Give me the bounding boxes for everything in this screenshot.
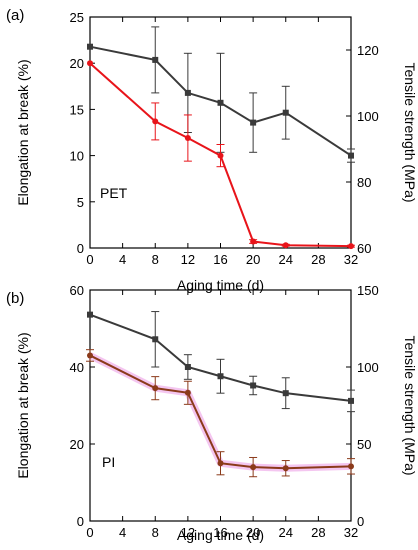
y-left-tick-label: 20: [70, 437, 84, 452]
data-point: [87, 311, 93, 318]
y-right-tick-label: 50: [357, 437, 371, 452]
data-point: [250, 238, 257, 245]
series-2: [86, 349, 355, 478]
data-point: [348, 243, 354, 250]
data-point: [282, 109, 289, 116]
x-tick-label: 32: [344, 525, 358, 540]
x-tick-label: 8: [152, 525, 159, 540]
x-tick-label: 20: [246, 525, 260, 540]
chart-panel-2: (b)0 4 8 12 16 20 24 28 320204060050100150Aging …: [6, 283, 418, 543]
y-right-tick-label: 60: [357, 241, 371, 256]
data-point: [282, 465, 289, 472]
data-point: [87, 60, 93, 67]
x-tick-label: 0: [86, 252, 93, 267]
x-tick-label: 28: [311, 525, 325, 540]
panel-label: (a): [6, 7, 24, 24]
data-point: [184, 135, 191, 142]
x-tick-label: 24: [279, 252, 293, 267]
x-tick-label: 4: [119, 525, 126, 540]
y-right-axis-title: Tensile strength (MPa): [402, 335, 418, 475]
x-tick-label: 32: [344, 252, 358, 267]
series-1: [87, 311, 355, 413]
x-tick-label: 8: [152, 252, 159, 267]
data-point: [217, 99, 224, 106]
data-point: [152, 118, 159, 125]
x-tick-label: 4: [119, 252, 126, 267]
data-point: [152, 56, 159, 63]
data-point: [87, 352, 93, 359]
data-point: [217, 373, 224, 380]
data-point: [282, 242, 289, 249]
x-tick-label: 12: [181, 252, 195, 267]
x-tick-label: 0: [86, 525, 93, 540]
y-right-tick-label: 120: [357, 43, 379, 58]
data-point: [152, 385, 159, 392]
material-label: PI: [102, 454, 115, 470]
data-point: [87, 43, 93, 50]
y-left-axis-title: Elongation at break (%): [15, 332, 31, 478]
x-tick-label: 16: [213, 252, 227, 267]
y-left-axis-title: Elongation at break (%): [15, 59, 31, 205]
data-point: [348, 463, 354, 470]
x-tick-label: 16: [213, 525, 227, 540]
data-point: [250, 464, 257, 471]
data-point: [250, 119, 257, 126]
x-tick-label: 20: [246, 252, 260, 267]
y-right-tick-label: 0: [357, 514, 364, 529]
y-left-tick-label: 0: [77, 514, 84, 529]
material-label: PET: [100, 185, 128, 201]
series-1: [87, 26, 355, 163]
data-point: [348, 152, 354, 159]
y-right-tick-label: 80: [357, 175, 371, 190]
x-axis-title: Aging time (d): [177, 277, 264, 293]
data-point: [184, 89, 191, 96]
data-point: [250, 382, 257, 389]
x-tick-label: 24: [279, 525, 293, 540]
y-left-tick-label: 60: [70, 283, 84, 298]
panel-label: (b): [6, 290, 24, 307]
x-axis-title: Aging time (d): [177, 527, 264, 543]
y-left-tick-label: 15: [70, 102, 84, 117]
y-right-axis-title: Tensile strength (MPa): [402, 62, 418, 202]
chart-panel-1: (a) 0 4 8 12 16 20 24 28 32 0 5 10 15 20 25 60 80 100 120 Ag…: [6, 7, 418, 293]
plot-frame: [89, 289, 352, 522]
data-point: [152, 336, 159, 343]
x-tick-label: 12: [181, 525, 195, 540]
data-point: [217, 460, 224, 467]
data-point: [282, 390, 289, 397]
data-point: [348, 397, 354, 404]
y-left-tick-label: 40: [70, 360, 84, 375]
y-left-tick-label: 10: [70, 149, 84, 164]
series-2: [87, 60, 355, 250]
y-right-tick-label: 100: [357, 109, 379, 124]
data-point: [217, 152, 224, 159]
y-left-tick-label: 20: [70, 56, 84, 71]
y-right-tick-label: 150: [357, 283, 379, 298]
y-left-tick-label: 0: [77, 241, 84, 256]
data-point: [184, 364, 191, 370]
y-left-tick-label: 5: [77, 195, 84, 210]
x-tick-label: 28: [311, 252, 325, 267]
data-point: [184, 389, 191, 396]
y-right-tick-label: 100: [357, 360, 379, 375]
y-left-tick-label: 25: [70, 10, 84, 25]
